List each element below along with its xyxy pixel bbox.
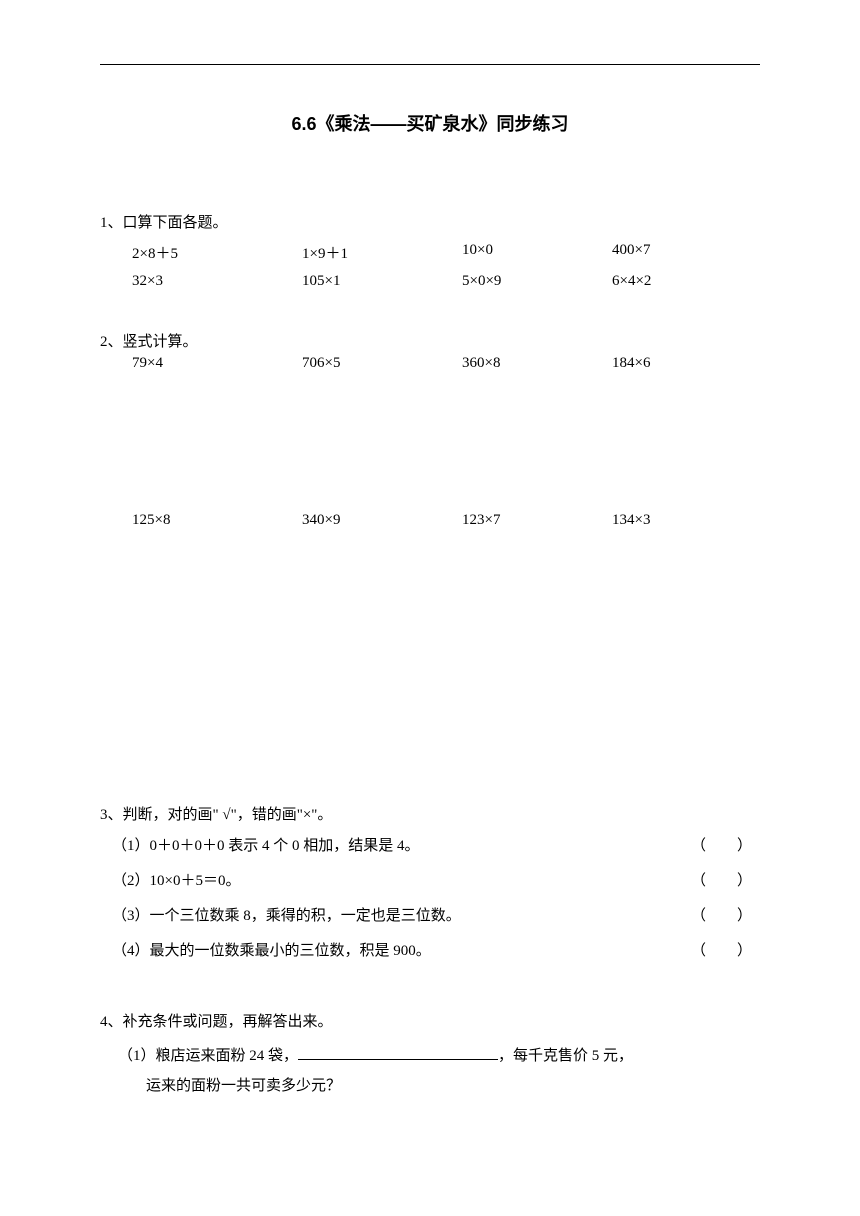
section-4-header: 4、补充条件或问题，再解答出来。 — [100, 1010, 760, 1031]
section-2-row-2: 125×8 340×9 123×7 134×3 — [100, 512, 760, 529]
problem-text: （1）粮店运来面粉 24 袋， — [118, 1048, 298, 1064]
judge-item: （2）10×0＋5＝0。 （ ） — [100, 869, 760, 890]
problem-text: ，每千克售价 5 元， — [498, 1048, 633, 1064]
judge-text: （1）0＋0＋0＋0 表示 4 个 0 相加，结果是 4。 — [112, 834, 680, 855]
expr: 400×7 — [612, 242, 742, 263]
answer-paren: （ ） — [680, 869, 760, 890]
top-divider — [100, 64, 760, 65]
expr: 105×1 — [302, 273, 462, 290]
expr: 184×6 — [612, 355, 742, 372]
word-problem-1: （1）粮店运来面粉 24 袋， ，每千克售价 5 元， — [100, 1041, 760, 1071]
section-3-header: 3、判断，对的画" √"，错的画"×"。 — [100, 803, 760, 824]
page-title: 6.6《乘法——买矿泉水》同步练习 — [100, 110, 760, 136]
expr: 134×3 — [612, 512, 742, 529]
section-1: 1、口算下面各题。 2×8＋5 1×9＋1 10×0 400×7 32×3 10… — [100, 211, 760, 290]
expr: 125×8 — [132, 512, 302, 529]
section-2: 2、竖式计算。 79×4 706×5 360×8 184×6 125×8 340… — [100, 330, 760, 529]
expr: 32×3 — [132, 273, 302, 290]
judge-text: （3）一个三位数乘 8，乘得的积，一定也是三位数。 — [112, 904, 680, 925]
expr: 10×0 — [462, 242, 612, 263]
expr: 6×4×2 — [612, 273, 742, 290]
judge-text: （4）最大的一位数乘最小的三位数，积是 900。 — [112, 939, 680, 960]
judge-item: （1）0＋0＋0＋0 表示 4 个 0 相加，结果是 4。 （ ） — [100, 834, 760, 855]
expr: 123×7 — [462, 512, 612, 529]
work-space — [100, 382, 760, 512]
section-4: 4、补充条件或问题，再解答出来。 （1）粮店运来面粉 24 袋， ，每千克售价 5… — [100, 1010, 760, 1101]
expr: 79×4 — [132, 355, 302, 372]
section-1-row-2: 32×3 105×1 5×0×9 6×4×2 — [100, 273, 760, 290]
section-1-header: 1、口算下面各题。 — [100, 211, 760, 232]
expr: 2×8＋5 — [132, 242, 302, 263]
answer-paren: （ ） — [680, 939, 760, 960]
section-1-row-1: 2×8＋5 1×9＋1 10×0 400×7 — [100, 242, 760, 263]
section-2-row-1: 79×4 706×5 360×8 184×6 — [100, 355, 760, 372]
judge-text: （2）10×0＋5＝0。 — [112, 869, 680, 890]
expr: 360×8 — [462, 355, 612, 372]
expr: 5×0×9 — [462, 273, 612, 290]
judge-item: （4）最大的一位数乘最小的三位数，积是 900。 （ ） — [100, 939, 760, 960]
answer-paren: （ ） — [680, 904, 760, 925]
work-space — [100, 553, 760, 803]
judge-item: （3）一个三位数乘 8，乘得的积，一定也是三位数。 （ ） — [100, 904, 760, 925]
word-problem-1-line2: 运来的面粉一共可卖多少元？ — [100, 1071, 760, 1101]
expr: 1×9＋1 — [302, 242, 462, 263]
answer-paren: （ ） — [680, 834, 760, 855]
section-3: 3、判断，对的画" √"，错的画"×"。 （1）0＋0＋0＋0 表示 4 个 0… — [100, 803, 760, 960]
expr: 706×5 — [302, 355, 462, 372]
fill-blank — [298, 1059, 498, 1060]
section-2-header: 2、竖式计算。 — [100, 330, 760, 351]
expr: 340×9 — [302, 512, 462, 529]
